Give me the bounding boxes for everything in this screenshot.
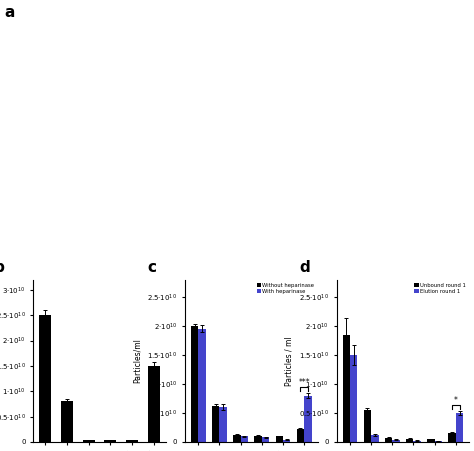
Y-axis label: Particles/ml: Particles/ml [133,338,142,383]
Bar [104,440,117,442]
Text: a: a [5,5,15,19]
Bar [255,436,262,442]
Bar [191,326,198,442]
Bar [350,355,357,442]
Bar [275,436,283,442]
Bar [148,366,160,442]
Bar [304,396,311,442]
Bar [262,437,269,442]
Bar [427,439,435,442]
Bar [241,436,248,442]
Bar [297,429,304,442]
Bar [198,329,206,442]
Y-axis label: Particles / ml: Particles / ml [284,336,293,386]
Bar [448,433,456,442]
Bar [219,407,227,442]
Bar [39,315,51,442]
Bar [343,335,350,442]
Legend: Without heparinase, With heparinase: Without heparinase, With heparinase [256,282,315,295]
Text: d: d [300,260,310,275]
Bar [126,441,138,442]
Text: b: b [0,260,4,275]
Text: c: c [148,260,157,275]
Bar [283,440,291,442]
Text: ***: *** [298,378,310,387]
Bar [385,438,392,442]
Text: *: * [454,396,458,405]
Bar [435,441,442,442]
Bar [364,410,371,442]
Bar [233,435,241,442]
Bar [406,438,413,442]
Bar [61,401,73,442]
Bar [456,413,463,442]
Bar [82,440,95,442]
Bar [413,441,421,442]
Bar [212,406,219,442]
Bar [371,435,379,442]
Legend: Unbound round 1, Elution round 1: Unbound round 1, Elution round 1 [414,282,466,295]
Bar [392,440,400,442]
